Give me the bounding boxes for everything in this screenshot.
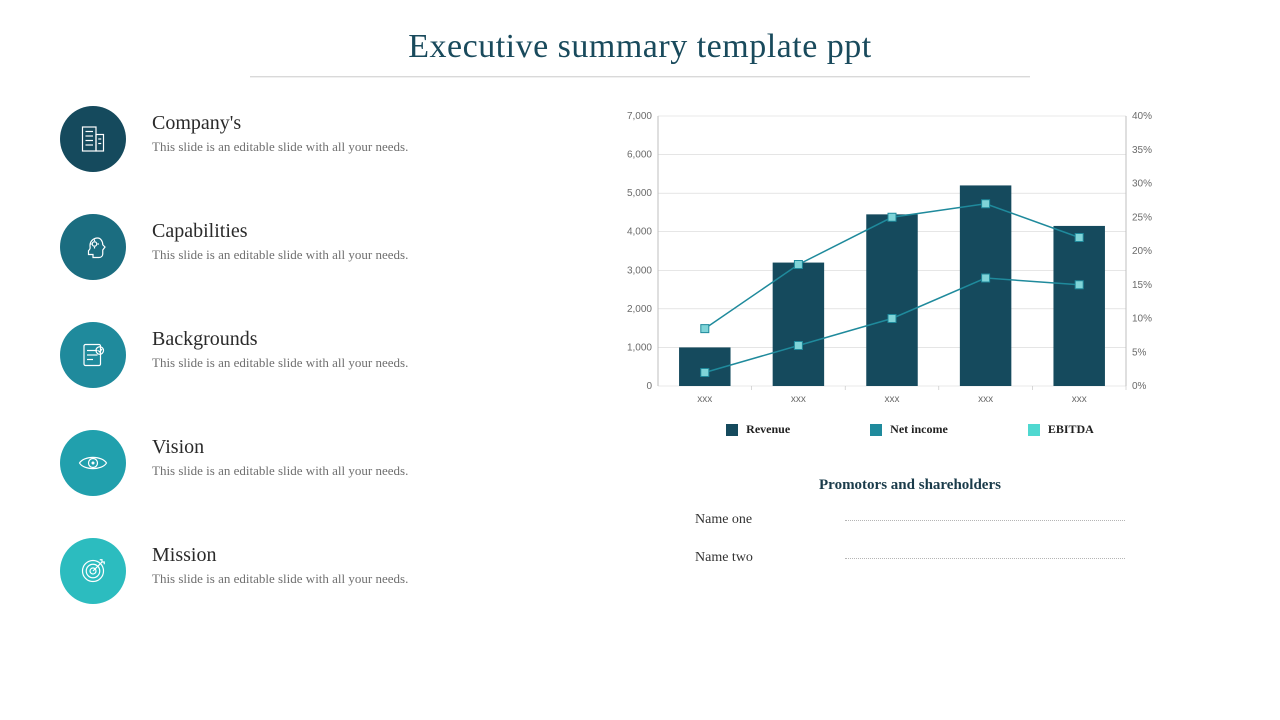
item-capabilities: Capabilities This slide is an editable s… [60,214,600,280]
eye-icon [60,430,126,496]
item-mission: Mission This slide is an editable slide … [60,538,600,604]
item-heading: Company's [152,112,408,135]
item-desc: This slide is an editable slide with all… [152,139,408,155]
title-rule [250,76,1030,78]
item-desc: This slide is an editable slide with all… [152,571,408,587]
promoter-name: Name one [695,512,845,528]
left-column: Company's This slide is an editable slid… [60,106,600,604]
svg-text:3,000: 3,000 [627,265,652,276]
svg-text:20%: 20% [1132,246,1152,257]
promoter-name: Name two [695,550,845,566]
svg-text:10%: 10% [1132,314,1152,325]
item-backgrounds: Backgrounds This slide is an editable sl… [60,322,600,388]
legend-item: EBITDA [1028,422,1094,437]
legend-item: Revenue [726,422,790,437]
svg-text:xxx: xxx [978,394,993,405]
legend-item: Net income [870,422,948,437]
svg-text:5,000: 5,000 [627,188,652,199]
item-company: Company's This slide is an editable slid… [60,106,600,172]
right-column: 0 1,000 2,000 3,000 4,000 5,000 6,000 7,000 0% 5%… [600,106,1220,604]
item-heading: Backgrounds [152,328,408,351]
svg-text:6,000: 6,000 [627,150,652,161]
promoter-line [845,520,1125,521]
legend-swatch [726,424,738,436]
chart-legend: Revenue Net income EBITDA [600,422,1220,437]
svg-text:15%: 15% [1132,280,1152,291]
svg-text:2,000: 2,000 [627,304,652,315]
item-vision: Vision This slide is an editable slide w… [60,430,600,496]
target-icon [60,538,126,604]
page-title: Executive summary template ppt [60,28,1220,66]
promoters-section: Promotors and shareholders Name one Name… [600,477,1220,566]
brain-gear-icon [60,214,126,280]
legend-swatch [1028,424,1040,436]
legend-label: EBITDA [1048,422,1094,437]
combo-chart: 0 1,000 2,000 3,000 4,000 5,000 6,000 7,000 0% 5%… [610,106,1170,416]
svg-text:xxx: xxx [791,394,806,405]
svg-text:35%: 35% [1132,145,1152,156]
svg-text:4,000: 4,000 [627,227,652,238]
columns: Company's This slide is an editable slid… [60,106,1220,604]
svg-text:7,000: 7,000 [627,111,652,122]
item-desc: This slide is an editable slide with all… [152,463,408,479]
item-desc: This slide is an editable slide with all… [152,247,408,263]
item-heading: Mission [152,544,408,567]
building-icon [60,106,126,172]
svg-text:1,000: 1,000 [627,342,652,353]
svg-text:xxx: xxx [1072,394,1087,405]
svg-text:5%: 5% [1132,347,1147,358]
svg-text:25%: 25% [1132,212,1152,223]
item-heading: Vision [152,436,408,459]
promoter-row: Name one [600,512,1220,528]
legend-label: Revenue [746,422,790,437]
promoter-line [845,558,1125,559]
item-desc: This slide is an editable slide with all… [152,355,408,371]
svg-text:40%: 40% [1132,111,1152,122]
svg-text:xxx: xxx [697,394,712,405]
document-check-icon [60,322,126,388]
promoter-row: Name two [600,550,1220,566]
svg-text:0: 0 [646,381,652,392]
slide: Executive summary template ppt Company's… [0,0,1280,720]
promoters-title: Promotors and shareholders [600,477,1220,494]
item-heading: Capabilities [152,220,408,243]
legend-swatch [870,424,882,436]
svg-text:xxx: xxx [885,394,900,405]
legend-label: Net income [890,422,948,437]
svg-text:0%: 0% [1132,381,1147,392]
svg-text:30%: 30% [1132,179,1152,190]
